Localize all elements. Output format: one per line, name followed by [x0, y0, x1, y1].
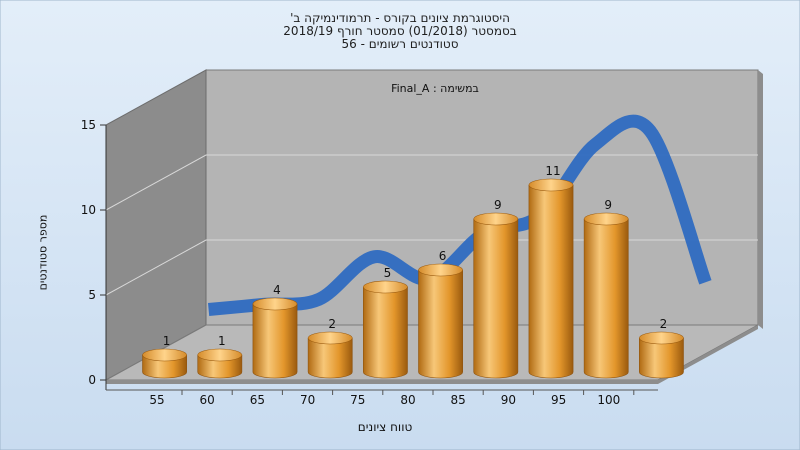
bar-top: [583, 212, 629, 226]
grid-line: [105, 239, 758, 296]
bar: [142, 354, 187, 379]
bar-top: [197, 348, 243, 362]
bar: [473, 218, 519, 379]
data-label: 9: [494, 198, 502, 212]
data-label: 1: [218, 334, 226, 348]
bar: [252, 303, 298, 379]
bar-top: [142, 348, 187, 362]
bar: [583, 218, 629, 379]
x-tick-label: 90: [501, 393, 516, 407]
x-tick-label: 80: [400, 393, 415, 407]
x-tick-label: 100: [597, 393, 620, 407]
bar: [197, 354, 243, 379]
bar-top: [363, 280, 408, 294]
x-tick-label: 65: [250, 393, 265, 407]
x-tick-label: 95: [551, 393, 566, 407]
data-label: 6: [439, 249, 447, 263]
x-tick-label: 60: [200, 393, 215, 407]
task-label: במשימה : Final_A: [391, 82, 479, 95]
bar-top: [418, 263, 463, 277]
data-label: 4: [273, 283, 281, 297]
y-tick-label: 10: [81, 203, 96, 217]
bar-top: [528, 178, 574, 192]
back-wall-edge: [758, 70, 763, 329]
x-tick-label: 75: [350, 393, 365, 407]
bar-top: [307, 331, 353, 345]
bar: [528, 184, 574, 379]
y-tick-label: 15: [81, 118, 96, 132]
data-label: 9: [604, 198, 612, 212]
y-tick-label: 0: [88, 373, 96, 387]
data-label: 2: [660, 317, 668, 331]
bar: [307, 337, 353, 379]
bar-top: [252, 297, 298, 311]
data-label: 11: [545, 164, 560, 178]
chart-title-line-2: בסמסטר (01/2018) סמסטר חורף 2018/19: [283, 24, 517, 38]
bar: [639, 337, 684, 379]
y-axis-label: מספר סטודנטים: [36, 214, 50, 291]
bar: [418, 269, 463, 379]
bar-top: [473, 212, 519, 226]
x-axis-label: טווח ציונים: [357, 420, 413, 434]
data-label: 1: [163, 334, 171, 348]
chart-title-line-3: סטודנטים רשומים - 56: [341, 37, 459, 51]
data-label: 5: [384, 266, 392, 280]
bar-top: [639, 331, 684, 345]
x-tick-label: 55: [149, 393, 164, 407]
y-tick-label: 5: [88, 288, 96, 302]
chart-title-line-1: היסטוגרמת ציונים בקורס - תרמודינמיקה ב': [290, 11, 510, 25]
x-tick-label: 70: [300, 393, 315, 407]
bar: [363, 286, 408, 379]
grid-line: [105, 154, 758, 211]
x-tick-label: 85: [451, 393, 466, 407]
data-label: 2: [328, 317, 336, 331]
